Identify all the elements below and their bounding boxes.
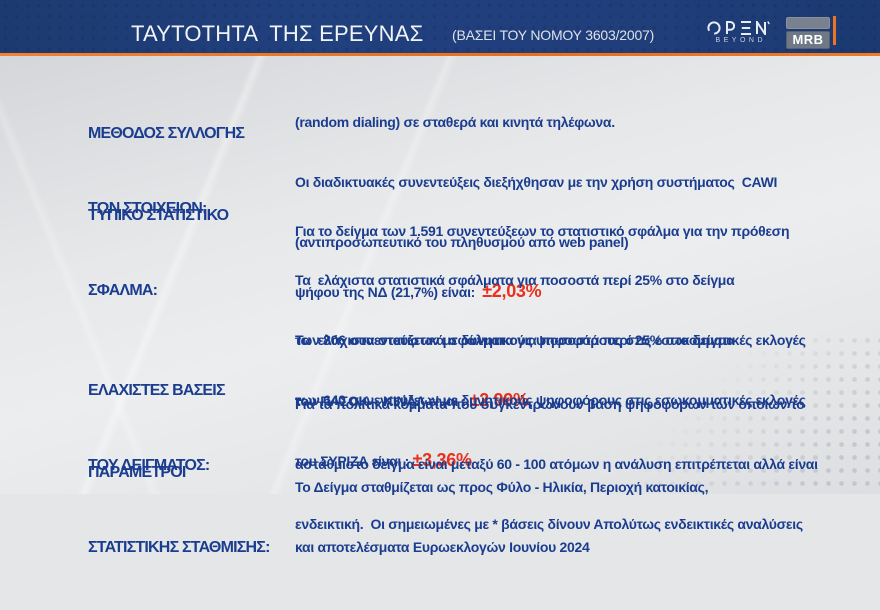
open-channel-logo: BEYOND xyxy=(706,21,772,44)
mrb-logo-text: MRB xyxy=(786,31,830,49)
text-line: του ΣΥΡΙΖΑ είναι : ±3,36% xyxy=(295,450,806,471)
text-segment: του ΠΑΣΟΚ – ΚΙΝΑΛ είναι : xyxy=(295,393,470,409)
label-line: ΤΟΥ ΔΕΙΓΜΑΤΟΣ: xyxy=(88,457,210,474)
label-weighting-parameters: ΠΑΡΑΜΕΤΡΟΙ ΣΤΑΤΙΣΤΙΚΗΣ ΣΤΑΘΜΙΣΗΣ: xyxy=(88,410,270,610)
text-line: Το Δείγμα σταθμίζεται ως προς Φύλο - Ηλι… xyxy=(295,479,709,495)
label-statistical-error: ΤΥΠΙΚΟ ΣΤΑΤΙΣΤΙΚΟ ΣΦΑΛΜΑ: xyxy=(88,153,229,353)
error-value-nd: ±2,03% xyxy=(482,281,542,301)
text-line: ψήφου της ΝΔ (21,7%) είναι: ±2,03% xyxy=(295,281,789,302)
label-line: ΜΕΘΟΔΟΣ ΣΥΛΛΟΓΗΣ xyxy=(88,125,245,142)
label-line: ΤΩΝ ΣΤΟΙΧΕΙΩΝ: xyxy=(88,200,207,217)
label-collection-method: ΜΕΘΟΔΟΣ ΣΥΛΛΟΓΗΣ ΤΩΝ ΣΤΟΙΧΕΙΩΝ: xyxy=(88,71,245,271)
text-error-syriza: Τα ελάχιστα στατιστικά σφάλματα για ποσο… xyxy=(295,290,806,511)
text-segment: του ΣΥΡΙΖΑ είναι : xyxy=(295,453,413,469)
text-line: αστάθμιστο δείγμα είναι μεταξύ 60 - 100 … xyxy=(295,456,818,472)
text-line: Τα ελάχιστα στατιστικά σφάλματα για ποσο… xyxy=(295,272,735,288)
orange-accent-bar xyxy=(833,16,836,45)
text-line: Τα ελάχιστα στατιστικά σφάλματα για ποσο… xyxy=(295,332,735,348)
text-line: (αντιπροσωπευτικό του πληθυσμού από web … xyxy=(295,234,629,250)
open-logo-icon xyxy=(707,21,770,35)
text-line: (random dialing) σε σταθερά και κινητά τ… xyxy=(295,114,615,130)
orange-divider xyxy=(0,53,880,56)
text-line: των 640 συνεντεύξεων με δυνητικούς ψηφοφ… xyxy=(295,392,806,408)
law-reference: (ΒΑΣΕΙ ΤΟΥ ΝΟΜΟΥ 3603/2007) xyxy=(452,27,655,43)
text-error-nd: Για το δείγμα των 1.591 συνεντεύξεων το … xyxy=(295,181,790,342)
label-line: ΣΤΑΤΙΣΤΙΚΗΣ ΣΤΑΘΜΙΣΗΣ: xyxy=(88,539,270,556)
text-line: Για τα πολιτικά κόμματα που συγκεντρώνου… xyxy=(295,396,805,412)
text-line: Για το δείγμα των 1.591 συνεντεύξεων το … xyxy=(295,223,790,239)
survey-identity-body: ΜΕΘΟΔΟΣ ΣΥΛΛΟΓΗΣ ΤΩΝ ΣΤΟΙΧΕΙΩΝ: (random … xyxy=(0,56,880,556)
label-minimum-bases: ΕΛΑΧΙΣΤΕΣ ΒΑΣΕΙΣ ΤΟΥ ΔΕΙΓΜΑΤΟΣ: xyxy=(88,328,226,528)
text-line: του ΠΑΣΟΚ – ΚΙΝΑΛ είναι : ±2,99% xyxy=(295,390,806,411)
text-line: Οι διαδικτυακές συνεντεύξεις διεξήχθησαν… xyxy=(295,174,778,190)
text-error-pasok: Τα ελάχιστα στατιστικά σφάλματα για ποσο… xyxy=(295,230,806,451)
text-line: και αποτελέσματα Ευρωεκλογών Ιουνίου 202… xyxy=(295,539,590,555)
text-weighting-parameters: Το Δείγμα σταθμίζεται ως προς Φύλο - Ηλι… xyxy=(295,437,708,597)
error-value-pasok: ±2,99% xyxy=(469,390,529,410)
error-value-syriza: ±3,36% xyxy=(412,450,472,470)
mrb-logo-top-block xyxy=(786,17,830,29)
label-line: ΤΥΠΙΚΟ ΣΤΑΤΙΣΤΙΚΟ xyxy=(88,207,229,224)
label-line: ΣΦΑΛΜΑ: xyxy=(88,282,158,299)
text-segment: ψήφου της ΝΔ (21,7%) είναι: xyxy=(295,284,483,300)
mrb-logo: MRB xyxy=(786,17,830,49)
header-bar: ΤΑΥΤΟΤΗΤΑ ΤΗΣ ΕΡΕΥΝΑΣ (ΒΑΣΕΙ ΤΟΥ ΝΟΜΟΥ 3… xyxy=(0,0,880,53)
label-line: ΠΑΡΑΜΕΤΡΟΙ xyxy=(88,464,186,481)
label-line: ΕΛΑΧΙΣΤΕΣ ΒΑΣΕΙΣ xyxy=(88,382,226,399)
page-title: ΤΑΥΤΟΤΗΤΑ ΤΗΣ ΕΡΕΥΝΑΣ xyxy=(131,21,424,46)
open-logo-tagline: BEYOND xyxy=(715,37,767,44)
text-collection-method: (random dialing) σε σταθερά και κινητά τ… xyxy=(295,72,777,292)
text-line: των 806 συνεντεύξεων με δυνητικούς ψηφοφ… xyxy=(295,332,806,348)
